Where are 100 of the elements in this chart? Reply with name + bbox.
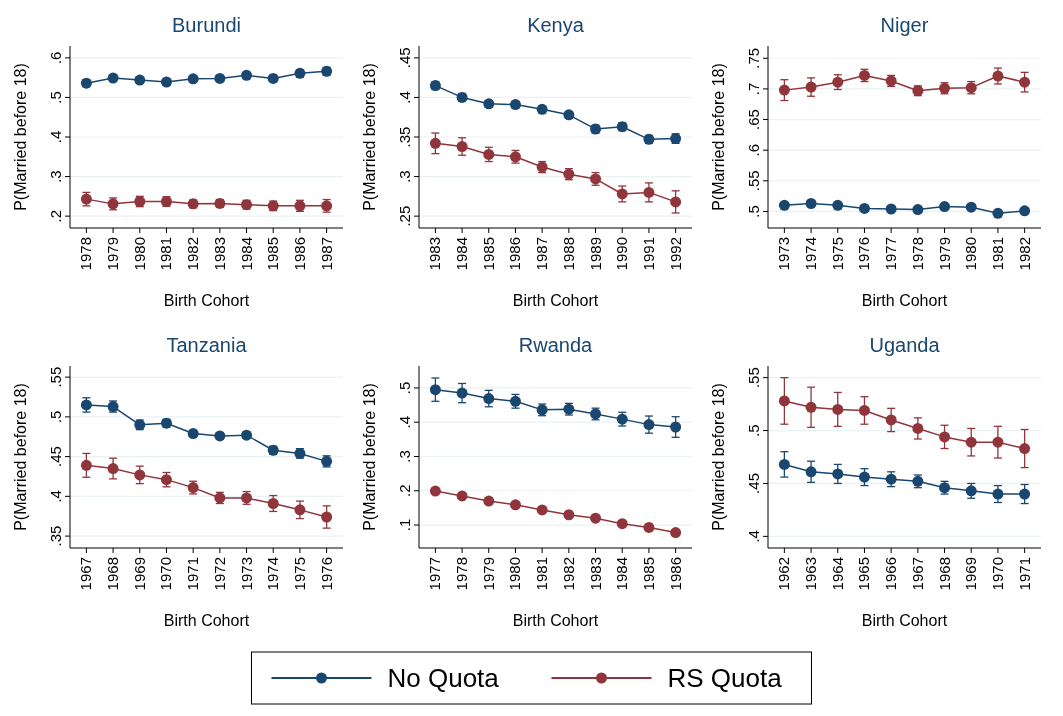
x-tick-label: 1986 — [666, 557, 684, 591]
point — [778, 199, 790, 211]
point — [563, 509, 575, 521]
y-axis-title: P(Married before 18) — [12, 63, 29, 211]
x-tick-label: 1964 — [828, 557, 846, 591]
point — [1019, 488, 1031, 500]
point — [429, 384, 441, 396]
x-tick-label: 1992 — [666, 237, 684, 271]
x-axis-title: Birth Cohort — [861, 612, 948, 629]
y-tick-label: .55 — [745, 170, 762, 192]
y-tick-label: .4 — [396, 415, 413, 429]
x-tick-label: 1979 — [479, 557, 497, 591]
point — [536, 504, 548, 516]
x-tick-label: 1986 — [290, 237, 308, 271]
y-tick-label: .3 — [47, 170, 64, 183]
x-tick-label: 1977 — [426, 557, 444, 591]
point — [1019, 76, 1031, 88]
point — [992, 436, 1004, 448]
x-tick-label: 1967 — [77, 557, 95, 591]
x-tick-label: 1982 — [559, 557, 577, 591]
x-tick-label: 1979 — [104, 237, 122, 271]
point — [1019, 443, 1031, 455]
x-tick-label: 1984 — [453, 237, 471, 271]
y-tick-label: .5 — [47, 410, 64, 424]
x-tick-label: 1983 — [426, 237, 444, 271]
chart-title: Niger — [880, 14, 929, 36]
y-axis-title: P(Married before 18) — [710, 383, 727, 531]
x-tick-label: 1971 — [184, 557, 202, 591]
y-tick-label: .4 — [396, 91, 413, 104]
point — [858, 404, 870, 416]
x-tick-label: 1963 — [802, 557, 820, 591]
point — [670, 527, 682, 539]
y-tick-label: .4 — [47, 130, 64, 144]
chart-title: Rwanda — [518, 334, 594, 356]
point — [509, 499, 521, 511]
y-tick-label: .25 — [396, 205, 413, 227]
legend-label: No Quota — [387, 663, 500, 693]
x-tick-label: 1985 — [264, 237, 282, 271]
point — [214, 72, 226, 84]
x-tick-label: 1991 — [639, 237, 657, 271]
x-tick-label: 1984 — [613, 557, 631, 591]
y-tick-label: .2 — [396, 484, 413, 498]
x-tick-label: 1976 — [317, 557, 335, 591]
y-tick-label: .45 — [47, 446, 64, 468]
x-tick-label: 1971 — [1015, 557, 1033, 591]
y-axis-title: P(Married before 18) — [710, 63, 727, 211]
y-tick-label: .6 — [47, 51, 64, 65]
x-tick-label: 1972 — [210, 557, 228, 591]
x-tick-label: 1967 — [908, 557, 926, 591]
point — [483, 495, 495, 507]
x-tick-label: 1989 — [586, 237, 604, 271]
x-tick-label: 1975 — [290, 557, 308, 591]
point — [643, 419, 655, 431]
point — [294, 504, 306, 516]
point — [912, 422, 924, 434]
x-tick-label: 1977 — [882, 237, 900, 271]
point — [885, 203, 897, 215]
point — [805, 197, 817, 209]
legend-label: RS Quota — [667, 663, 783, 693]
chart-title: Burundi — [172, 14, 241, 36]
point — [858, 202, 870, 214]
point — [616, 518, 628, 530]
x-tick-label: 1983 — [210, 237, 228, 271]
x-tick-label: 1980 — [130, 237, 148, 271]
point — [778, 395, 790, 407]
point — [805, 401, 817, 413]
x-tick-label: 1988 — [559, 237, 577, 271]
point — [858, 471, 870, 483]
point — [429, 137, 441, 149]
x-tick-label: 1970 — [988, 557, 1006, 591]
point — [832, 468, 844, 480]
point — [456, 141, 468, 152]
chart-title: Kenya — [527, 14, 585, 36]
y-tick-label: .4 — [47, 490, 64, 503]
point — [456, 387, 468, 399]
x-axis-title: Birth Cohort — [163, 292, 250, 309]
point — [832, 199, 844, 211]
x-tick-label: 1981 — [533, 557, 551, 591]
x-tick-label: 1981 — [988, 237, 1006, 271]
x-axis-title: Birth Cohort — [512, 612, 599, 629]
x-tick-label: 1975 — [828, 237, 846, 271]
point — [1019, 205, 1031, 217]
point — [267, 497, 279, 509]
x-tick-label: 1980 — [962, 237, 980, 271]
x-tick-label: 1979 — [935, 237, 953, 271]
x-tick-label: 1968 — [104, 557, 122, 591]
point — [912, 204, 924, 216]
y-axis-title: P(Married before 18) — [361, 383, 378, 531]
y-tick-label: .3 — [396, 170, 413, 183]
x-tick-label: 1974 — [802, 237, 820, 271]
x-axis-title: Birth Cohort — [163, 612, 250, 629]
x-tick-label: 1983 — [586, 557, 604, 591]
y-axis-title: P(Married before 18) — [361, 63, 378, 211]
point — [670, 421, 682, 433]
point — [321, 511, 333, 523]
x-axis-title: Birth Cohort — [861, 292, 948, 309]
x-tick-label: 1980 — [506, 557, 524, 591]
x-axis-title: Birth Cohort — [512, 292, 599, 309]
point — [778, 84, 790, 96]
y-tick-label: .2 — [47, 209, 64, 223]
